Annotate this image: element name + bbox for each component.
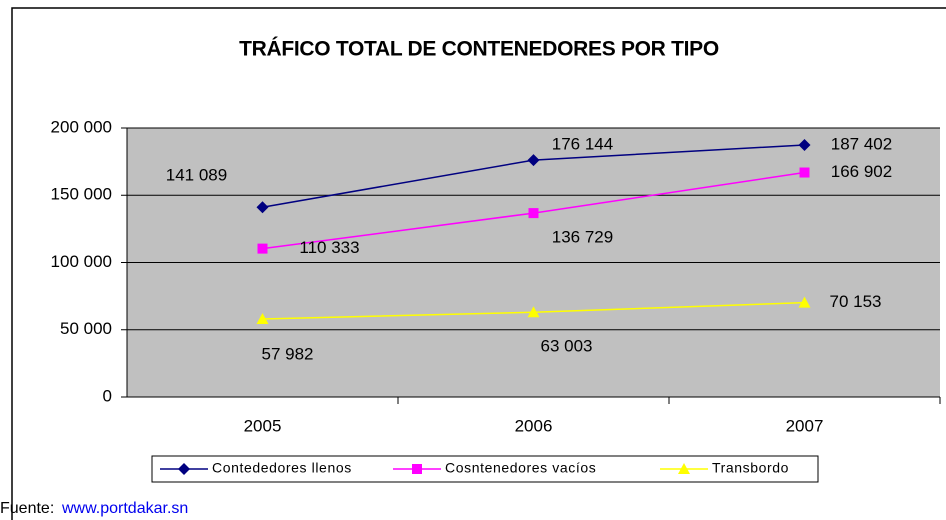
marker (528, 208, 539, 219)
data-label: 70 153 (830, 292, 882, 311)
marker (412, 464, 422, 474)
marker (256, 313, 269, 325)
data-label: 141 089 (166, 166, 227, 185)
data-label: 136 729 (552, 228, 613, 247)
marker (256, 201, 269, 214)
footer-label: Fuente: (0, 500, 54, 517)
marker (798, 296, 811, 308)
legend-label: Cosntenedores vacíos (445, 460, 596, 476)
y-tick-label: 0 (103, 386, 112, 405)
y-tick-label: 100 000 (51, 252, 112, 271)
marker (798, 138, 811, 151)
y-tick-label: 50 000 (60, 319, 112, 338)
marker (678, 463, 690, 474)
data-label: 176 144 (552, 135, 613, 154)
marker (527, 306, 540, 318)
x-tick-label: 2005 (244, 416, 282, 435)
chart-title: TRÁFICO TOTAL DE CONTENEDORES POR TIPO (239, 38, 719, 61)
data-label: 63 003 (541, 337, 593, 356)
data-label: 187 402 (831, 134, 892, 153)
y-tick-label: 200 000 (51, 117, 112, 136)
data-label: 110 333 (299, 238, 359, 257)
y-tick-label: 150 000 (51, 185, 112, 204)
legend-label: Transbordo (712, 460, 789, 476)
marker (799, 167, 810, 178)
x-tick-label: 2007 (786, 416, 824, 435)
marker (527, 154, 540, 167)
legend-label: Contededores llenos (212, 460, 352, 476)
data-label: 166 902 (831, 162, 892, 181)
marker (257, 243, 268, 254)
footer-link[interactable]: www.portdakar.sn (61, 500, 188, 517)
x-tick-label: 2006 (515, 416, 553, 435)
data-label: 57 982 (262, 344, 314, 363)
marker (178, 463, 190, 475)
